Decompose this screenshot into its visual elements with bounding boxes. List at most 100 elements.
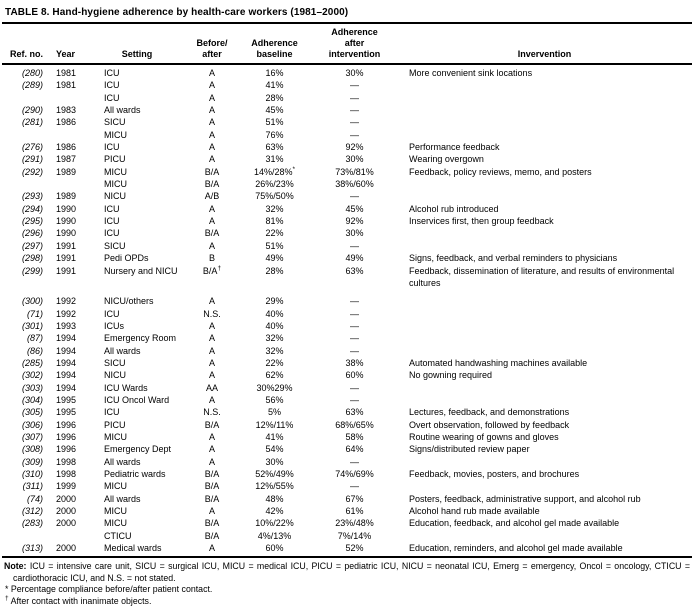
cell-ref: (308) bbox=[21, 444, 43, 455]
cell-after: 68%/65% bbox=[335, 419, 374, 430]
cell-ba: A bbox=[208, 129, 215, 140]
cell-intervention: Routine wearing of gowns and gloves bbox=[409, 431, 559, 442]
cell-intervention bbox=[397, 104, 692, 116]
cell-baseline: 40% bbox=[265, 308, 284, 319]
cell-intervention bbox=[397, 308, 692, 320]
asterisk-symbol: * bbox=[5, 584, 9, 595]
cell-intervention bbox=[397, 129, 692, 141]
cell-intervention bbox=[397, 178, 692, 190]
cell-year: 2000 bbox=[56, 518, 77, 529]
table-row: (302) 1994 NICU A 62% 60% No gowning required bbox=[2, 369, 692, 381]
cell-after: 30% bbox=[345, 68, 364, 78]
cell-ref: (285) bbox=[21, 357, 43, 368]
cell-ba: A bbox=[208, 320, 215, 331]
cell-ref: (301) bbox=[21, 320, 43, 331]
cell-ba: A bbox=[208, 216, 215, 227]
table-row: (304) 1995 ICU Oncol Ward A 56% — bbox=[2, 394, 692, 406]
table-row: (283) 2000 MICU B/A 10%/22% 23%/48% Education,… bbox=[2, 517, 692, 529]
cell-intervention bbox=[397, 345, 692, 357]
cell-intervention bbox=[397, 92, 692, 104]
cell-ref: (303) bbox=[21, 382, 43, 393]
cell-intervention: Signs/distributed review paper bbox=[409, 444, 530, 455]
col-header-before-after: Before/ after bbox=[187, 24, 237, 65]
cell-baseline: 10%/22% bbox=[255, 518, 294, 529]
table-row: CTICU B/A 4%/13% 7%/14% bbox=[2, 530, 692, 542]
cell-setting: ICU bbox=[104, 203, 120, 214]
table-row: (86) 1994 All wards A 32% — bbox=[2, 345, 692, 357]
cell-year: 1981 bbox=[56, 80, 77, 91]
cell-setting: ICU bbox=[104, 407, 120, 418]
cell-ba: A bbox=[208, 203, 215, 214]
cell-ref: (290) bbox=[21, 105, 43, 116]
cell-intervention bbox=[397, 240, 692, 252]
cell-intervention: Alcohol rub introduced bbox=[409, 203, 499, 214]
footnote-asterisk: * Percentage compliance before/after pat… bbox=[4, 584, 690, 595]
cell-year: 1995 bbox=[56, 407, 77, 418]
note-abbreviations: Note: ICU = intensive care unit, SICU = … bbox=[4, 561, 690, 584]
cell-after: 38%/60% bbox=[335, 179, 374, 190]
cell-after: 45% bbox=[345, 203, 364, 214]
cell-intervention bbox=[397, 394, 692, 406]
cell-ref: (292) bbox=[21, 166, 43, 177]
cell-baseline: 12%/55% bbox=[255, 481, 294, 492]
cell-year bbox=[52, 530, 87, 542]
cell-intervention: Overt observation, followed by feedback bbox=[409, 419, 570, 430]
cell-after: — bbox=[350, 117, 359, 128]
table-row: (74) 2000 All wards B/A 48% 67% Posters, feedb… bbox=[2, 493, 692, 505]
cell-ba: B bbox=[208, 253, 215, 264]
cell-ba: A bbox=[208, 117, 215, 128]
table-row: ICU A 28% — bbox=[2, 92, 692, 104]
cell-setting: CTICU bbox=[104, 530, 132, 541]
col-header-setting: Setting bbox=[87, 24, 187, 65]
cell-year: 1995 bbox=[56, 394, 77, 405]
cell-setting: SICU bbox=[104, 117, 126, 128]
cell-ref: (294) bbox=[21, 203, 43, 214]
cell-baseline: 75%/50% bbox=[255, 191, 294, 202]
cell-year bbox=[52, 178, 87, 190]
cell-setting: All wards bbox=[104, 345, 141, 356]
cell-ref: (312) bbox=[21, 506, 43, 517]
cell-year: 1994 bbox=[56, 370, 77, 381]
cell-year: 1994 bbox=[56, 382, 77, 393]
cell-after: 67% bbox=[345, 493, 364, 504]
cell-year: 1999 bbox=[56, 481, 77, 492]
cell-year: 1994 bbox=[56, 357, 77, 368]
cell-year bbox=[52, 92, 87, 104]
cell-year: 1994 bbox=[56, 345, 77, 356]
cell-setting: ICU bbox=[104, 308, 120, 319]
cell-ba: A bbox=[208, 357, 215, 368]
cell-ba: A bbox=[208, 506, 215, 517]
cell-after: 38% bbox=[345, 357, 364, 368]
cell-after: — bbox=[350, 394, 359, 405]
cell-setting: MICU bbox=[104, 179, 127, 190]
table-row: (298) 1991 Pedi OPDs B 49% 49% Signs, feedback… bbox=[2, 252, 692, 264]
cell-intervention: Wearing overgown bbox=[409, 154, 484, 165]
cell-setting: Emergency Dept bbox=[104, 444, 172, 455]
cell-after: 61% bbox=[345, 506, 364, 517]
cell-after: 30% bbox=[345, 228, 364, 239]
cell-after: — bbox=[350, 308, 359, 319]
cell-year: 1998 bbox=[56, 456, 77, 467]
cell-setting: MICU bbox=[104, 166, 127, 177]
cell-intervention bbox=[397, 79, 692, 91]
cell-setting: MICU bbox=[104, 518, 127, 529]
cell-baseline: 12%/11% bbox=[255, 419, 294, 430]
cell-ba: A bbox=[208, 80, 215, 91]
cell-ref bbox=[2, 129, 52, 141]
cell-baseline: 5% bbox=[267, 407, 281, 418]
cell-intervention bbox=[397, 456, 692, 468]
cell-baseline: 51% bbox=[265, 240, 284, 251]
cell-ba: B/A bbox=[204, 530, 220, 541]
cell-baseline: 63% bbox=[265, 142, 284, 153]
cell-setting: ICUs bbox=[104, 320, 124, 331]
dagger-text: After contact with inanimate objects. bbox=[8, 595, 152, 606]
cell-ref: (297) bbox=[21, 240, 43, 251]
cell-baseline: 56% bbox=[265, 394, 284, 405]
adherence-table: Ref. no. Year Setting Before/ after Adhe… bbox=[2, 24, 692, 558]
cell-year: 2000 bbox=[56, 543, 77, 554]
cell-ba: A bbox=[208, 431, 215, 442]
cell-intervention: Lectures, feedback, and demonstrations bbox=[409, 407, 570, 418]
cell-ba: A bbox=[208, 68, 215, 78]
table-row: (294) 1990 ICU A 32% 45% Alcohol rub introduce… bbox=[2, 203, 692, 215]
table-row: (309) 1998 All wards A 30% — bbox=[2, 456, 692, 468]
